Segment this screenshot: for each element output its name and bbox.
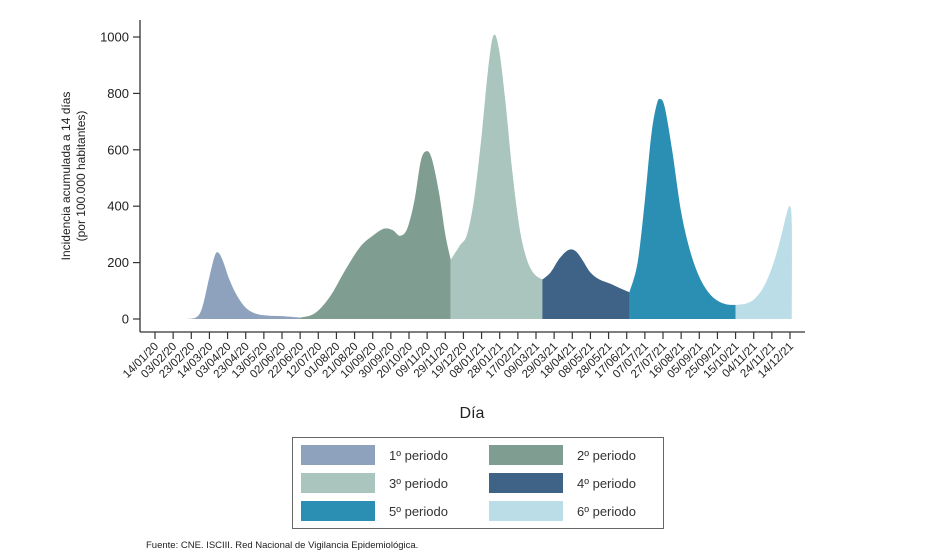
legend-swatch	[489, 501, 563, 521]
legend-item-period-6: 6º periodo	[489, 501, 636, 521]
area-period-3	[450, 34, 543, 319]
legend-item-period-2: 2º periodo	[489, 445, 636, 465]
legend-item-period-4: 4º periodo	[489, 473, 636, 493]
y-ticks: 0 200 400 600 800 1000	[100, 30, 140, 327]
x-ticks: 14/01/2003/02/2023/02/2014/03/2003/04/20…	[121, 332, 796, 381]
areas	[184, 34, 792, 319]
source-note: Fuente: CNE. ISCIII. Red Nacional de Vig…	[146, 540, 419, 551]
legend-label: 6º periodo	[577, 503, 636, 519]
legend-swatch	[301, 501, 375, 521]
y-tick-label: 600	[107, 142, 129, 157]
legend-label: 2º periodo	[577, 447, 636, 463]
y-tick-label: 0	[122, 312, 129, 327]
y-tick-label: 400	[107, 199, 129, 214]
y-axis-label-line1: Incidencia acumulada a 14 días	[59, 92, 73, 261]
legend-label: 1º periodo	[389, 447, 448, 463]
legend-item-period-3: 3º periodo	[301, 473, 448, 493]
y-axis-label-line2: (por 100.000 habitantes)	[74, 111, 88, 242]
legend-swatch	[489, 445, 563, 465]
chart-plot: 0 200 400 600 800 1000 14/01/2003/02/2023/02/…	[59, 20, 805, 422]
legend-label: 4º periodo	[577, 475, 636, 491]
legend-swatch	[489, 473, 563, 493]
area-period-1	[184, 252, 301, 319]
area-period-6	[735, 205, 792, 319]
legend-item-period-5: 5º periodo	[301, 501, 448, 521]
legend: 1º periodo 2º periodo 3º periodo 4º periodo…	[292, 437, 664, 529]
y-tick-label: 1000	[100, 30, 129, 45]
legend-swatch	[301, 445, 375, 465]
area-period-2	[300, 151, 451, 319]
y-tick-label: 200	[107, 255, 129, 270]
legend-item-period-1: 1º periodo	[301, 445, 448, 465]
area-period-5	[629, 98, 736, 319]
x-axis-label: Día	[460, 405, 485, 422]
legend-swatch	[301, 473, 375, 493]
legend-label: 5º periodo	[389, 503, 448, 519]
legend-label: 3º periodo	[389, 475, 448, 491]
area-period-4	[542, 249, 630, 319]
y-tick-label: 800	[107, 86, 129, 101]
